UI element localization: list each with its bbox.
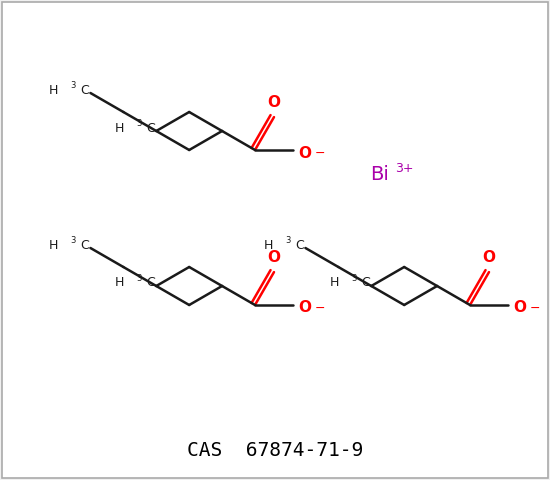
Text: O: O: [267, 250, 280, 265]
Text: O: O: [267, 95, 280, 110]
Text: −: −: [530, 301, 541, 314]
Text: H: H: [115, 276, 124, 289]
Text: H: H: [330, 276, 339, 289]
Text: 3: 3: [70, 236, 76, 245]
Text: 3: 3: [136, 274, 142, 283]
Text: C: C: [80, 84, 89, 96]
Text: Bi: Bi: [370, 166, 389, 184]
Text: O: O: [482, 250, 496, 265]
Text: −: −: [315, 301, 326, 314]
Text: C: C: [361, 276, 370, 289]
Text: H: H: [49, 239, 58, 252]
Text: 3: 3: [70, 81, 76, 90]
Text: C: C: [146, 276, 155, 289]
Text: 3: 3: [136, 119, 142, 128]
Text: CAS  67874-71-9: CAS 67874-71-9: [187, 441, 363, 459]
Text: O: O: [298, 300, 311, 315]
Text: O: O: [298, 145, 311, 160]
Text: −: −: [315, 146, 326, 159]
Text: C: C: [295, 239, 304, 252]
Text: C: C: [146, 121, 155, 134]
Text: 3: 3: [351, 274, 356, 283]
Text: 3: 3: [285, 236, 291, 245]
Text: H: H: [49, 84, 58, 96]
Text: O: O: [513, 300, 526, 315]
Text: H: H: [264, 239, 273, 252]
Text: 3+: 3+: [395, 161, 414, 175]
Text: H: H: [115, 121, 124, 134]
Text: C: C: [80, 239, 89, 252]
